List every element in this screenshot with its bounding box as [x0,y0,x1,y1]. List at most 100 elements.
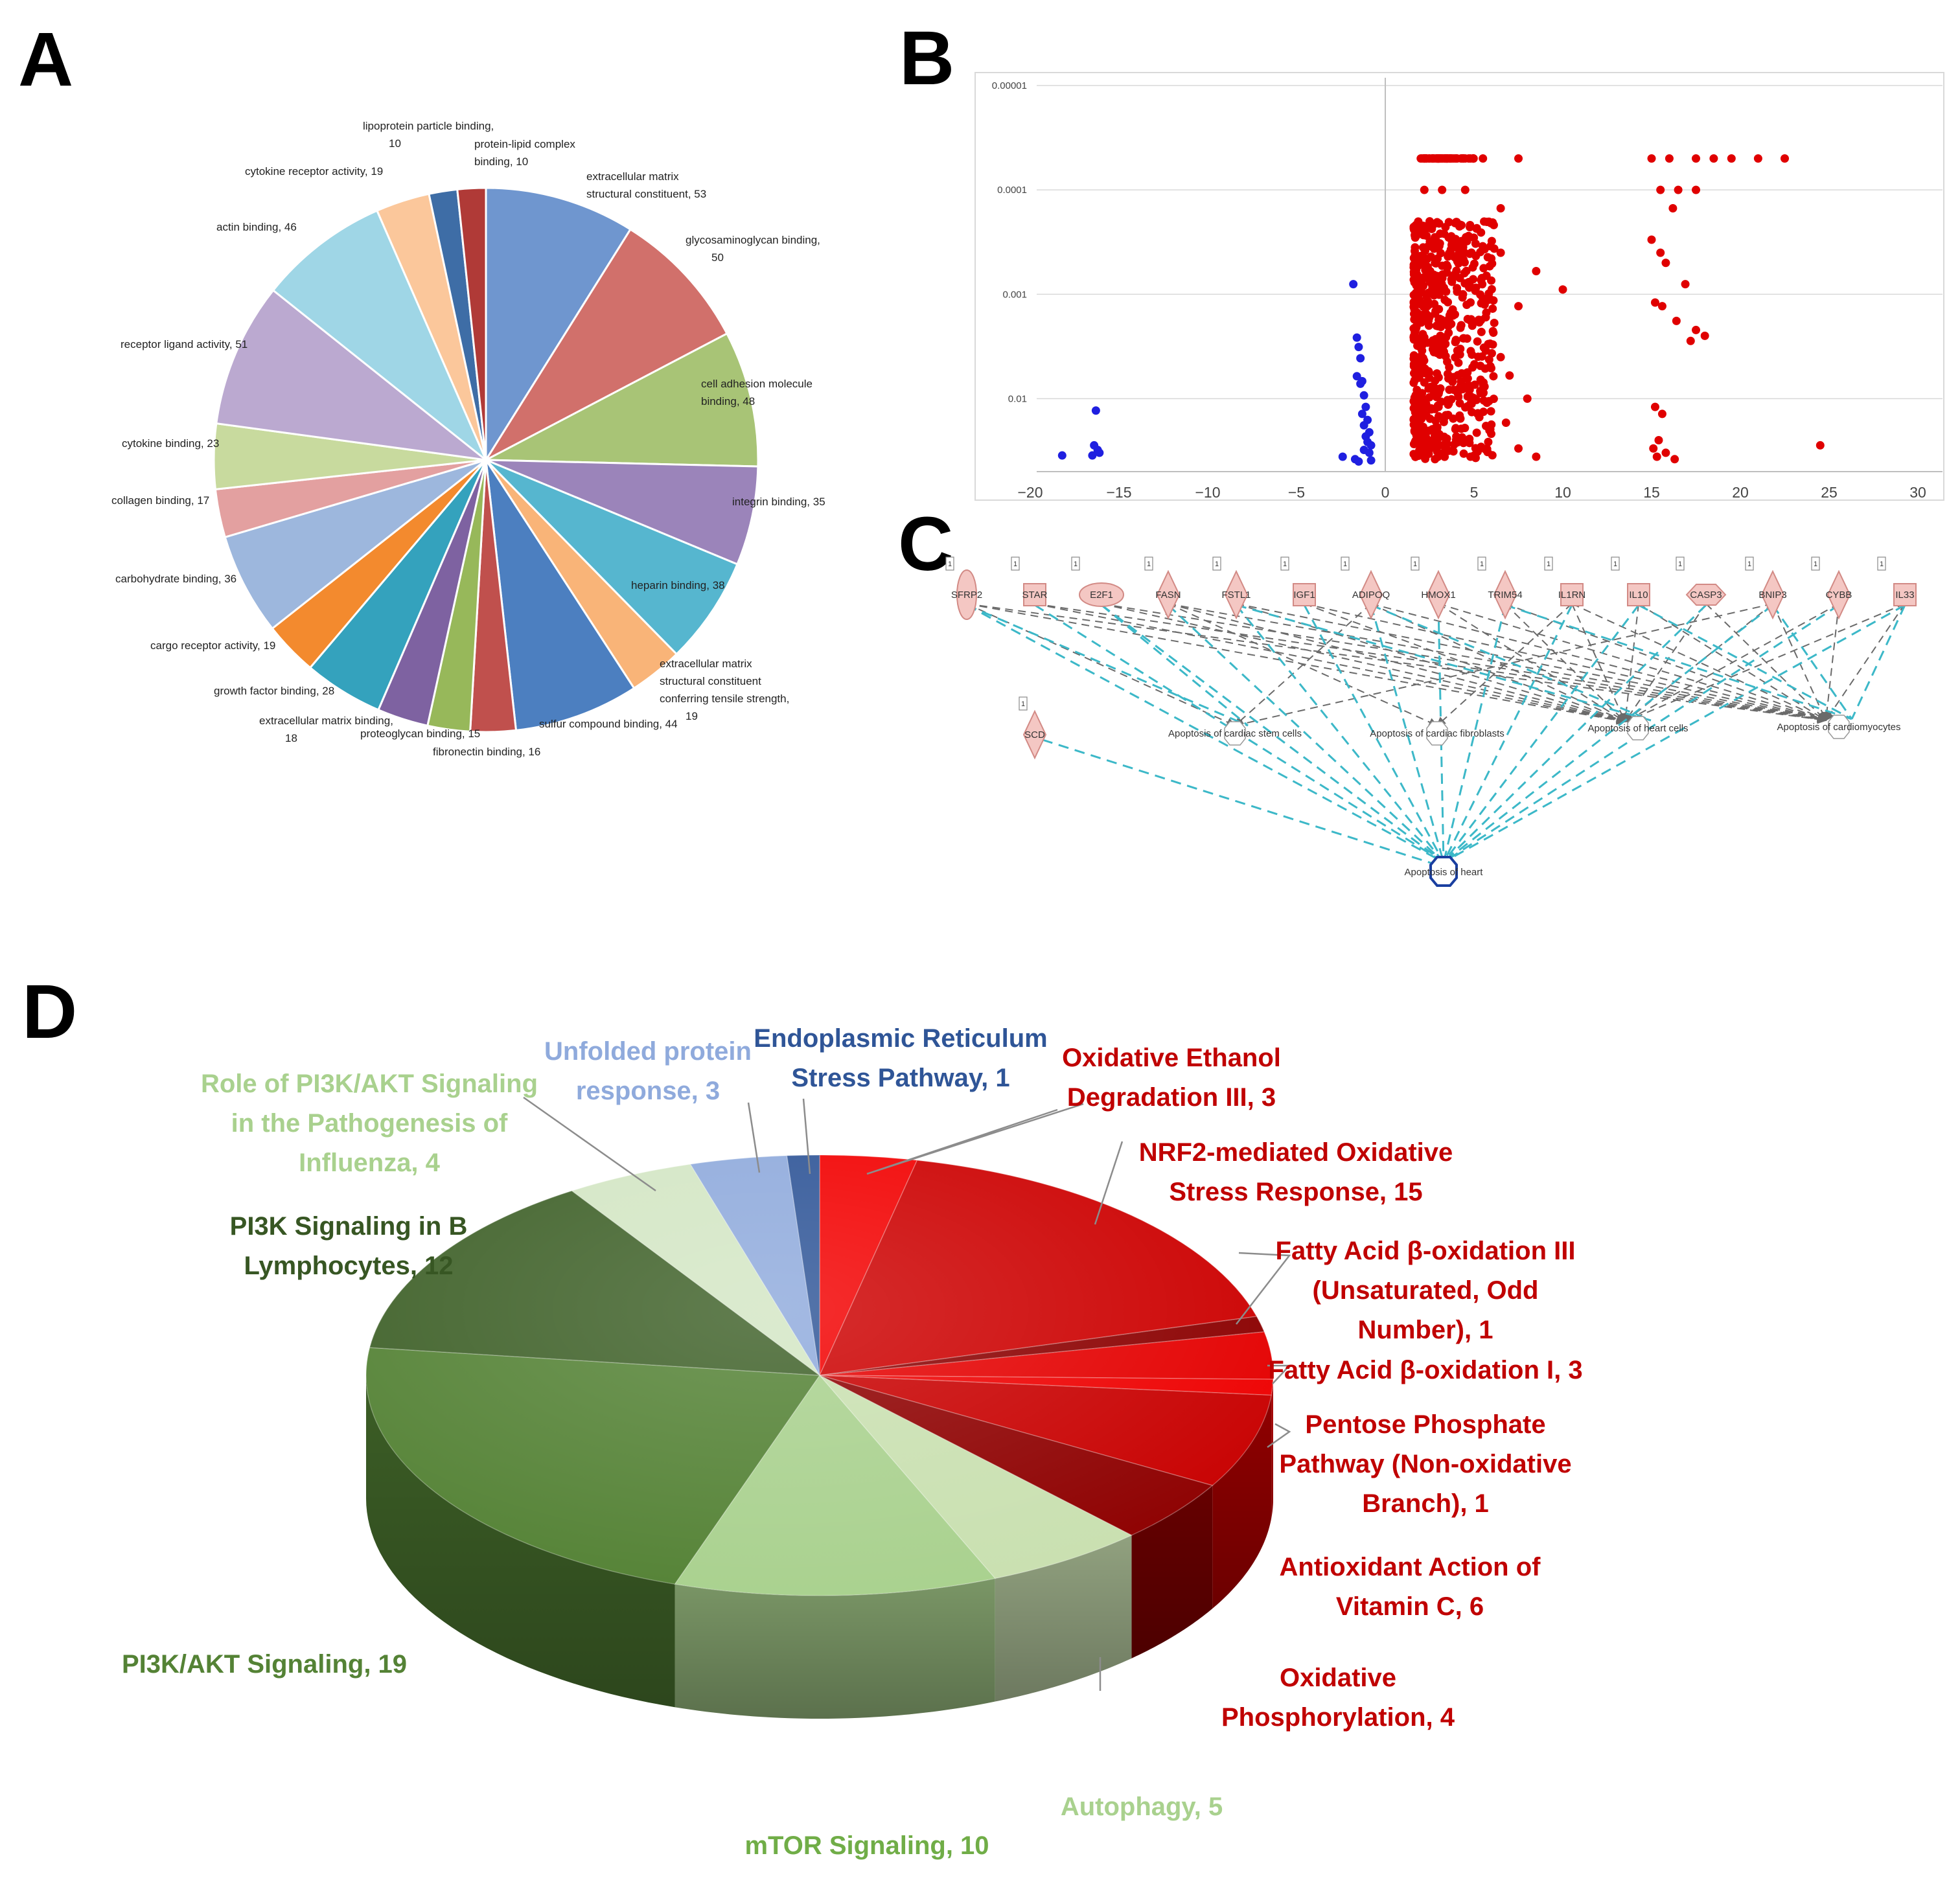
pie-a-label-fibronectin-binding: fibronectin binding, 16 [433,746,540,758]
plot-b-point-dense [1463,315,1472,324]
pie-d-label-line: in the Pathogenesis of [231,1109,508,1138]
network-node-shape [1156,569,1181,620]
scatter-plot-b: 0.00001 0.0001 0.001 0.01 −20 −15 −10 −5 0 5 10 15… [974,72,1944,501]
plot-b-point-dense [1418,389,1427,398]
plot-b-point-dense [1453,389,1462,398]
pie-a-label-line: integrin binding, 35 [732,496,825,508]
network-node-il10: IL10 1 [1611,556,1650,606]
plot-b-point-dense [1433,321,1442,330]
plot-b-point-dense [1418,354,1427,363]
pie-d-leader-line [1267,1423,1291,1449]
plot-b-point-dense [1411,222,1420,231]
network-edge-blue [1850,604,1906,720]
plot-b-point-up-regulated [1532,452,1541,461]
network-badge [1544,556,1553,571]
pie-d-side-shade [674,1578,995,1719]
plot-b-point-dense [1412,322,1421,331]
plot-b-point-dense [1444,252,1453,261]
network-edge-grey [1705,603,1827,721]
panel-letter-c: C [898,501,953,587]
plot-b-point-up-regulated [1692,325,1700,334]
plot-b-point-dense [1425,414,1435,423]
plot-b-point-dense [1482,308,1491,317]
network-node-label: CASP3 [1690,590,1722,601]
plot-b-point-down-regulated [1366,441,1376,450]
network-node-trim54: TRIM54 1 [1477,556,1523,620]
plot-b-point-up-regulated [1692,185,1700,194]
network-node-fstl1: FSTL1 1 [1212,556,1251,620]
network-badge [1877,556,1886,571]
plot-b-point-dense [1420,452,1429,461]
network-c: SFRP21STAR1E2F11FASN1FSTL11IGF11ADIPOQ1H… [945,556,1917,887]
plot-b-point-down-regulated [1352,372,1361,381]
pie-chart-a: extracellular matrix structural constitue… [111,120,825,758]
pie-a-label-line: structural constituent [660,675,761,687]
pie-a-slice-receptor-ligand-activity [215,289,490,462]
network-node-label: IGF1 [1293,590,1315,601]
network-node-scd: SCD 1 [1019,696,1047,760]
network-edge-blue [1303,604,1445,863]
pie-d-label-line: Vitamin C, 6 [1336,1592,1484,1621]
plot-b-point-up-regulated [1523,394,1532,403]
plot-b-point-dense [1451,336,1460,345]
plot-b-point-dense [1463,402,1472,411]
network-edges [966,603,1906,866]
plot-b-point-dense [1457,236,1466,246]
pie-a-label-line: glycosaminoglycan binding, [686,234,820,246]
network-node-casp3: CASP3 1 [1676,556,1727,606]
plot-b-point-dense [1435,242,1444,251]
network-process-apoptosis-of-heart-cells: Apoptosis of heart cells [1587,716,1689,740]
plot-b-point-dense [1463,368,1472,377]
network-node-bnip3: BNIP3 1 [1745,556,1787,620]
network-edge-grey [1034,603,1626,725]
pie-d-label-line: Antioxidant Action of [1280,1553,1541,1581]
network-central-label: Apoptosis of heart [1405,867,1484,878]
plot-b-point-down-regulated [1088,451,1097,460]
pie-d-label-line: Role of PI3K/AKT Signaling [201,1070,538,1098]
pie-d-side-shade [1131,1485,1213,1658]
plot-b-point-up-regulated [1479,154,1488,163]
pie-d-label-line: Degradation III, 3 [1067,1083,1276,1112]
plot-b-point-down-regulated [1338,452,1347,461]
network-node-shape [1293,583,1316,606]
plot-b-x-tick-label: 0 [1381,484,1390,501]
network-badge [1477,556,1486,571]
pie-a-label-glycosaminoglycan-binding: glycosaminoglycan binding, 50 [686,234,820,264]
plot-b-point-up-regulated [1650,298,1659,307]
plot-b-point-dense [1447,275,1456,284]
network-edge-grey [1505,603,1626,722]
network-node-shape [1022,709,1047,760]
pie-a-slice-cell-adhesion-molecule-binding [482,332,759,468]
pie-d-label-endoplasmic-reticulum-stress-pathway-1: Endoplasmic Reticulum Stress Pathway, 1 [754,1024,1047,1092]
network-edge-grey [1101,603,1626,725]
network-node-label: SCD [1024,729,1045,740]
pie-d-label-line: Pentose Phosphate [1305,1410,1545,1439]
network-badge-text: 1 [1013,560,1017,568]
plot-b-point-down-regulated [1354,343,1363,352]
pie-d-label-oxidative-ethanol-degradation-iii-3: Oxidative Ethanol Degradation III, 3 [1062,1044,1281,1112]
plot-b-point-dense [1441,439,1450,448]
pie-d-label-line: Fatty Acid β-oxidation I, 3 [1268,1356,1582,1384]
plot-b-point-dense [1449,447,1458,456]
plot-b-point-up-regulated [1452,432,1461,441]
pie-chart-d: Oxidative Ethanol Degradation III, 3 NRF2-… [122,1024,1583,1860]
plot-b-point-dense [1467,248,1476,257]
pie-a-slice-actin-binding [271,209,487,461]
pie-a-slice-heparin-binding [485,459,739,656]
pie-d-label-pi3k-signaling-in-b-lymphocytes-12: PI3K Signaling in B Lymphocytes, 12 [230,1212,468,1280]
plot-b-point-dense [1414,257,1424,266]
plot-b-point-dense [1410,231,1419,240]
plot-b-point-dense [1436,339,1445,349]
pie-d-label-line: mTOR Signaling, 10 [744,1831,989,1860]
plot-b-point-dense [1482,218,1492,227]
plot-b-point-dense [1426,382,1435,391]
plot-b-x-ticks: −20 −15 −10 −5 0 5 10 15 20 25 30 [1017,484,1926,501]
plot-b-point-down-regulated [1095,448,1104,457]
pie-d-label-line: Oxidative Ethanol [1062,1044,1281,1072]
pie-a-label-line: 10 [389,137,401,150]
plot-b-point-dense [1429,291,1438,300]
plot-b-point-up-regulated [1727,154,1736,163]
plot-b-axes [1037,78,1943,472]
network-node-cybb: CYBB 1 [1811,556,1852,620]
plot-b-point-dense [1476,247,1485,257]
